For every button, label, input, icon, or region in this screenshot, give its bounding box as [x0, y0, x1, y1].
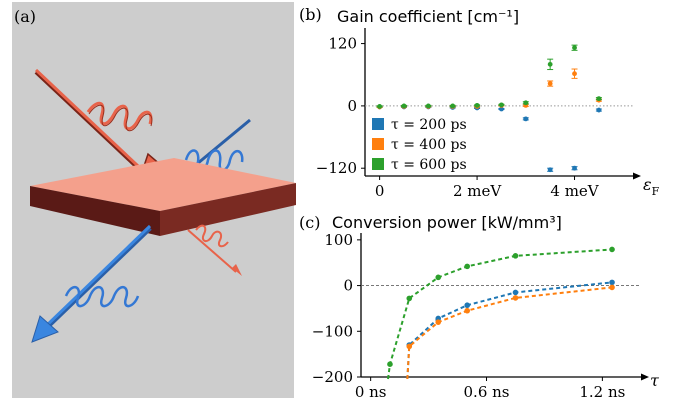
data-point [377, 104, 383, 109]
data-point [596, 96, 602, 102]
data-point [547, 61, 553, 67]
legend-label-200ps: τ = 200 ps [391, 117, 467, 133]
data-point [523, 116, 529, 122]
outgoing-red-beam [187, 224, 242, 276]
data-point [464, 307, 471, 314]
data-point [547, 167, 553, 173]
y-tick-label: −200 [312, 368, 353, 386]
series-line [387, 248, 613, 380]
data-point [572, 71, 577, 77]
y-tick-label: −100 [312, 322, 353, 340]
data-point [464, 302, 471, 309]
slab [30, 158, 296, 236]
data-point [512, 289, 519, 296]
x-tick-label: 2 meV [453, 182, 502, 200]
data-point [547, 81, 553, 86]
data-point [499, 106, 504, 112]
x-axis-arrowhead [641, 373, 649, 381]
chart-b-title: Gain coefficient [cm⁻¹] [337, 7, 519, 26]
data-point [572, 45, 577, 51]
chart-b-xlabel-main: ε [643, 175, 652, 194]
illustration-panel: (a) [12, 2, 296, 398]
x-tick-label: 4 meV [550, 182, 599, 200]
chart-b-plot: −120 0 120 0 2 meV 4 meV [316, 28, 641, 200]
panel-b-label: (b) [299, 5, 322, 24]
x-tick-label: 0 [375, 182, 385, 200]
data-point [464, 263, 471, 270]
panel-c-label: (c) [299, 213, 320, 232]
chart-b-xlabel-sub: F [652, 185, 660, 198]
data-point [523, 100, 529, 106]
data-point [450, 103, 456, 109]
conversion-power-chart: (c) Conversion power [kW/mm³] −200 −100 0 1… [299, 213, 660, 401]
outgoing-blue-beam [31, 224, 152, 343]
chart-c-xlabel: τ [650, 371, 660, 390]
y-tick-label: 0 [347, 97, 357, 115]
gain-coefficient-chart: (b) Gain coefficient [cm⁻¹] −120 0 120 0 2 m… [299, 5, 660, 200]
series-line [406, 281, 613, 380]
x-tick-label: 0.6 ns [464, 383, 510, 401]
data-point [406, 295, 413, 302]
panel-a-label: (a) [14, 7, 36, 26]
series-line [406, 286, 613, 380]
data-point [609, 279, 615, 286]
y-tick-label: −120 [316, 159, 357, 177]
data-point [474, 102, 480, 108]
data-point [435, 319, 442, 325]
legend-label-600ps: τ = 600 ps [391, 157, 467, 173]
data-point [572, 165, 577, 171]
chart-c-title: Conversion power [kW/mm³] [332, 213, 562, 232]
y-tick-label: 0 [343, 277, 353, 295]
y-tick-label: 100 [324, 231, 353, 249]
chart-b-xlabel: εF [643, 175, 660, 198]
data-point [401, 103, 407, 109]
legend-swatch-400ps [372, 138, 384, 150]
data-point [512, 295, 519, 301]
data-point [609, 246, 615, 253]
legend-swatch-200ps [372, 118, 384, 130]
data-point [499, 102, 504, 108]
data-point [596, 107, 602, 113]
legend-swatch-600ps [372, 158, 384, 170]
x-tick-label: 1.2 ns [579, 383, 625, 401]
data-point [609, 284, 615, 291]
x-tick-label: 0 ns [355, 383, 387, 401]
data-point [435, 274, 442, 281]
x-axis-arrowhead [633, 172, 641, 180]
data-point [406, 343, 413, 350]
data-point [387, 361, 393, 367]
legend-label-400ps: τ = 400 ps [391, 137, 467, 153]
y-tick-label: 120 [328, 35, 357, 53]
chart-c-plot: −200 −100 0 100 0 ns 0.6 ns 1.2 ns [312, 231, 649, 401]
data-point [425, 103, 431, 109]
chart-b-legend: τ = 200 ps τ = 400 ps τ = 600 ps [372, 117, 467, 173]
data-point [512, 253, 519, 259]
